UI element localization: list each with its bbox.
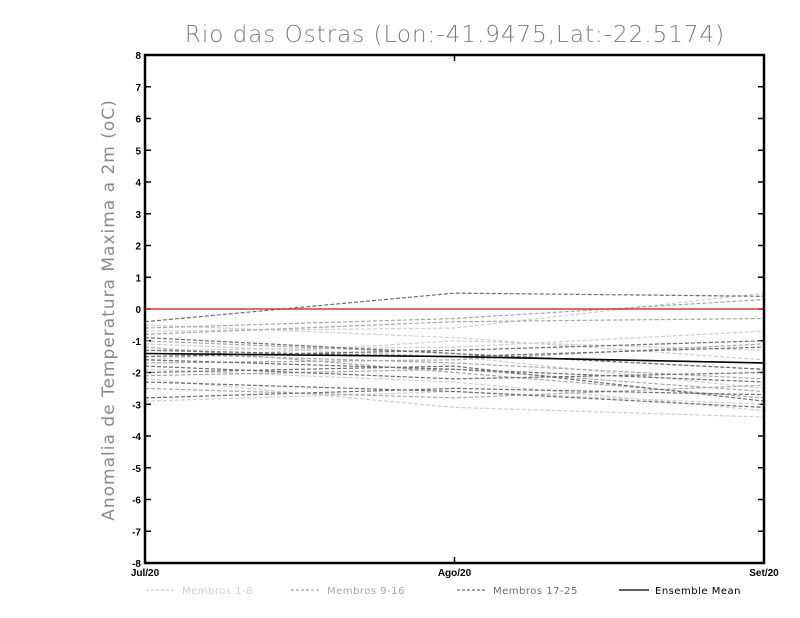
chart-title: Rio das Ostras (Lon:-41.9475,Lat:-22.517… — [185, 22, 725, 48]
member-line-g1-8 — [145, 368, 764, 412]
y-tick-label: -8 — [132, 559, 141, 570]
legend-label: Membros 9-16 — [327, 586, 405, 597]
y-tick-label: -4 — [132, 432, 141, 443]
y-tick-label: 4 — [135, 178, 141, 189]
ensemble-mean-line — [145, 352, 764, 364]
member-line-g3-5 — [145, 337, 764, 370]
y-tick-label: 6 — [135, 115, 141, 126]
y-tick-label: -3 — [132, 400, 141, 411]
member-line-g2-6 — [145, 343, 764, 364]
member-line-g3-6 — [145, 365, 764, 380]
member-line-g3-4 — [145, 387, 764, 399]
y-tick-label: 7 — [135, 83, 141, 94]
member-line-g2-1 — [145, 317, 764, 335]
y-tick-label: -1 — [132, 337, 141, 348]
y-tick-label: 2 — [135, 242, 141, 253]
x-tick-label: Jul/20 — [131, 568, 160, 579]
member-line-g2-7 — [145, 298, 764, 329]
y-tick-label: -5 — [132, 464, 141, 475]
legend-label: Ensemble Mean — [655, 586, 741, 597]
y-axis-label: Anomalia de Temperatura Maxima a 2m (oC) — [99, 99, 119, 521]
member-line-g1-3 — [145, 378, 764, 418]
x-tick-label: Ago/20 — [438, 568, 472, 579]
y-tick-label: -2 — [132, 369, 141, 380]
member-line-g3-3 — [145, 365, 764, 402]
legend-label: Membros 17-25 — [493, 586, 578, 597]
series-group — [145, 292, 764, 418]
member-line-g3-1 — [145, 292, 764, 323]
member-line-g1-5 — [145, 324, 764, 361]
y-tick-label: -6 — [132, 496, 141, 507]
y-tick-label: -7 — [132, 527, 141, 538]
member-line-g3-7 — [145, 381, 764, 408]
legend: Membros 1-8 Membros 9-16 Membros 17-25 Ense… — [146, 586, 741, 597]
plot-frame — [143, 53, 766, 565]
member-line-g2-2 — [145, 352, 764, 380]
y-tick-label: 1 — [135, 273, 141, 284]
member-line-g3-9 — [145, 359, 764, 383]
member-line-g1-2 — [145, 340, 764, 361]
y-tick-label: 3 — [135, 210, 141, 221]
y-tick-label: 8 — [135, 51, 141, 62]
y-tick-label: 5 — [135, 146, 141, 157]
x-tick-label: Set/20 — [749, 568, 779, 579]
member-line-g1-7 — [145, 330, 764, 351]
legend-label: Membros 1-8 — [182, 586, 253, 597]
y-tick-label: 0 — [135, 305, 141, 316]
